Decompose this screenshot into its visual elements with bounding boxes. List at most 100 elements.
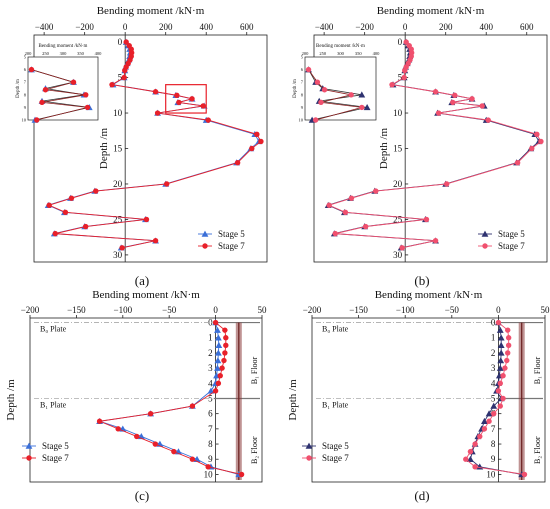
legend: Stage 5 Stage 7 xyxy=(22,441,69,463)
panel-c: Bending moment /kN·m −200 −150 −100 −50 0 50 0 1… xyxy=(5,289,267,503)
data-point xyxy=(152,441,158,447)
inset-y-tick-label: 5 xyxy=(301,55,304,60)
y-tick-label: 9 xyxy=(491,454,496,464)
y-tick-label: 7 xyxy=(208,424,213,434)
x-tick-label: 200 xyxy=(439,22,453,32)
inset-y-tick-label: 5 xyxy=(24,55,27,60)
x-tick-label: −100 xyxy=(114,305,133,315)
data-point xyxy=(134,433,140,440)
data-point xyxy=(223,335,229,341)
data-point xyxy=(143,216,150,223)
y-tick-label: 15 xyxy=(113,144,123,154)
x-tick-label: 0 xyxy=(123,22,128,32)
data-point xyxy=(249,145,255,152)
data-point xyxy=(152,89,159,95)
data-point xyxy=(217,373,223,379)
b1-floor-label: B₁ Floor xyxy=(250,356,259,384)
legend-entry: Stage 5 xyxy=(498,229,525,239)
data-point xyxy=(171,448,177,455)
inset-y-tick-label: 9 xyxy=(301,105,304,110)
data-point xyxy=(222,350,228,356)
data-point xyxy=(485,410,493,417)
inset-y-tick-label: 6 xyxy=(24,67,27,72)
x-tick-label: −150 xyxy=(349,305,368,315)
data-point xyxy=(176,99,182,106)
inset-x-tick-label: 400 xyxy=(95,51,103,56)
legend-entry: Stage 7 xyxy=(322,453,349,463)
data-point xyxy=(463,456,469,462)
inset-data-point xyxy=(314,79,321,85)
data-point xyxy=(497,403,503,409)
data-point xyxy=(214,334,222,341)
y-tick-label: 25 xyxy=(393,214,403,224)
data-point xyxy=(205,464,211,470)
data-point xyxy=(212,388,219,394)
data-point xyxy=(68,195,75,201)
data-point xyxy=(444,181,450,187)
data-point xyxy=(219,365,225,371)
legend-marker xyxy=(305,442,313,449)
inset-frame xyxy=(27,56,99,121)
data-point xyxy=(52,230,58,237)
data-point xyxy=(490,402,498,409)
x-tick-label: −50 xyxy=(162,305,177,315)
legend-marker xyxy=(481,230,489,237)
y-tick-label: 30 xyxy=(113,250,123,260)
data-point xyxy=(222,327,228,333)
data-point xyxy=(119,245,125,251)
inset-data-point xyxy=(359,104,365,111)
data-point xyxy=(435,110,442,116)
b1-floor-label: B₁ Floor xyxy=(533,356,542,384)
x-tick-label: −200 xyxy=(75,22,94,32)
data-point xyxy=(123,39,129,45)
data-point xyxy=(189,96,195,102)
x-axis-title: Bending moment /kN·m xyxy=(377,5,485,17)
y-tick-label: 6 xyxy=(208,409,213,419)
data-point xyxy=(432,89,439,95)
data-point xyxy=(147,410,154,417)
b2-floor-label: B₂ Floor xyxy=(533,436,542,464)
x-tick-label: −200 xyxy=(355,22,374,32)
data-point xyxy=(46,202,52,208)
inset-y-tick-label: 8 xyxy=(301,92,304,97)
data-point xyxy=(477,433,483,440)
data-point xyxy=(238,471,245,478)
x-tick-label: 600 xyxy=(520,22,534,32)
data-point xyxy=(82,223,89,230)
x-tick-label: −150 xyxy=(67,305,86,315)
data-point xyxy=(154,110,161,116)
x-tick-label: −200 xyxy=(303,305,322,315)
data-point xyxy=(423,216,430,223)
data-point xyxy=(348,195,355,201)
data-point xyxy=(189,403,196,409)
data-point xyxy=(189,456,196,462)
legend-marker xyxy=(202,243,208,249)
y-tick-label: 2 xyxy=(208,348,213,358)
data-point xyxy=(207,387,215,394)
data-point xyxy=(109,81,115,88)
plot-frame xyxy=(313,34,548,263)
b1-plate-label: B₁ Plate xyxy=(40,400,67,409)
data-point xyxy=(403,39,409,45)
legend-entry: Stage 7 xyxy=(42,453,69,463)
x-tick-label: −200 xyxy=(21,305,40,315)
y-tick-label: 4 xyxy=(491,378,496,388)
data-point xyxy=(486,418,492,424)
data-point xyxy=(497,349,505,356)
data-point xyxy=(205,117,211,123)
y-tick-label: 25 xyxy=(113,214,123,224)
inset-x-tick-label: 200 xyxy=(25,51,33,56)
data-point xyxy=(505,342,512,349)
b2-floor-label: B₂ Floor xyxy=(250,436,259,464)
data-point xyxy=(373,188,379,194)
data-point xyxy=(500,373,506,379)
inset-x-tick-label: 300 xyxy=(337,51,345,56)
data-point xyxy=(152,238,159,244)
legend: Stage 5 Stage 7 xyxy=(198,229,245,251)
data-point xyxy=(332,230,338,237)
y-tick-label: 8 xyxy=(208,439,213,449)
data-point xyxy=(214,326,221,333)
x-axis-title: Bending moment /kN·m xyxy=(375,289,483,301)
inset-chart: Bending moment /kN·m 200 250 300 350 400 5 6 7 8 9… xyxy=(16,44,102,123)
